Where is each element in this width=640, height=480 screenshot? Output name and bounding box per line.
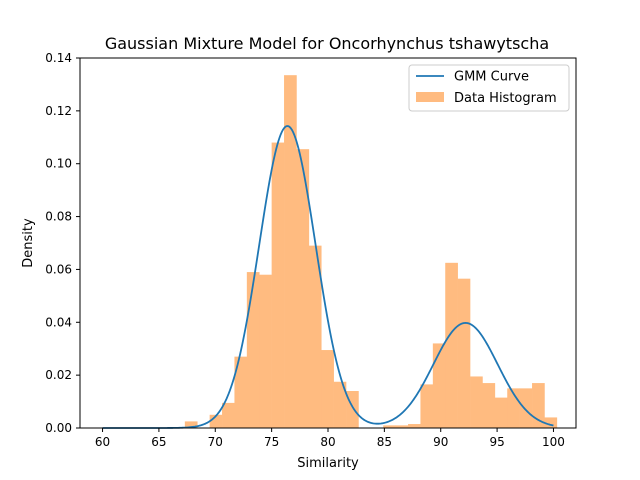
histogram-bar xyxy=(383,425,396,428)
x-tick-label: 95 xyxy=(489,435,504,449)
x-tick-label: 85 xyxy=(377,435,392,449)
histogram-bar xyxy=(321,350,334,428)
x-tick-label: 90 xyxy=(433,435,448,449)
histogram-bar xyxy=(284,75,297,429)
histogram-bar xyxy=(457,278,471,428)
histogram-bar xyxy=(532,383,545,428)
x-tick-label: 100 xyxy=(542,435,565,449)
y-tick-label: 0.00 xyxy=(45,421,72,435)
histogram-bar xyxy=(259,274,272,428)
chart-title: Gaussian Mixture Model for Oncorhynchus … xyxy=(105,34,549,53)
y-tick-label: 0.14 xyxy=(45,51,72,65)
x-axis-label: Similarity xyxy=(297,456,359,471)
legend-histogram-label: Data Histogram xyxy=(454,91,557,106)
histogram-bar xyxy=(445,262,458,428)
histogram-bar xyxy=(222,402,235,428)
x-tick-label: 75 xyxy=(264,435,279,449)
x-tick-label: 80 xyxy=(320,435,335,449)
histogram-bar xyxy=(544,417,558,428)
x-tick-label: 60 xyxy=(95,435,110,449)
y-axis-ticks: 0.00 0.02 0.04 0.06 0.08 0.10 0.12 0.14 xyxy=(45,51,80,435)
x-tick-label: 65 xyxy=(151,435,166,449)
histogram-bar xyxy=(234,356,248,428)
histogram-bars xyxy=(184,75,558,429)
histogram-bar xyxy=(246,272,260,428)
histogram-bar xyxy=(271,142,285,428)
histogram-bar xyxy=(333,381,347,428)
legend: GMM Curve Data Histogram xyxy=(408,64,570,112)
histogram-bar xyxy=(184,421,198,428)
histogram-bar xyxy=(408,424,421,428)
histogram-bar xyxy=(308,245,322,428)
histogram-bar xyxy=(494,397,508,428)
legend-histogram-swatch xyxy=(416,92,444,102)
histogram-bar xyxy=(519,388,533,428)
y-tick-label: 0.10 xyxy=(45,157,72,171)
y-tick-label: 0.06 xyxy=(45,262,72,276)
x-axis-ticks: 60 65 70 75 80 85 90 95 100 xyxy=(95,428,565,449)
histogram-bar xyxy=(420,384,434,428)
legend-box xyxy=(408,64,570,112)
y-tick-label: 0.08 xyxy=(45,210,72,224)
histogram-bar xyxy=(296,149,310,428)
y-tick-label: 0.04 xyxy=(45,315,72,329)
legend-gmm-label: GMM Curve xyxy=(454,70,529,85)
histogram-bar xyxy=(432,343,446,428)
histogram-bar xyxy=(482,383,496,428)
x-tick-label: 70 xyxy=(208,435,223,449)
y-tick-label: 0.02 xyxy=(45,368,72,382)
histogram-bar xyxy=(470,376,483,428)
y-tick-label: 0.12 xyxy=(45,104,72,118)
histogram-bar xyxy=(395,425,409,428)
y-axis-label: Density xyxy=(21,218,36,268)
